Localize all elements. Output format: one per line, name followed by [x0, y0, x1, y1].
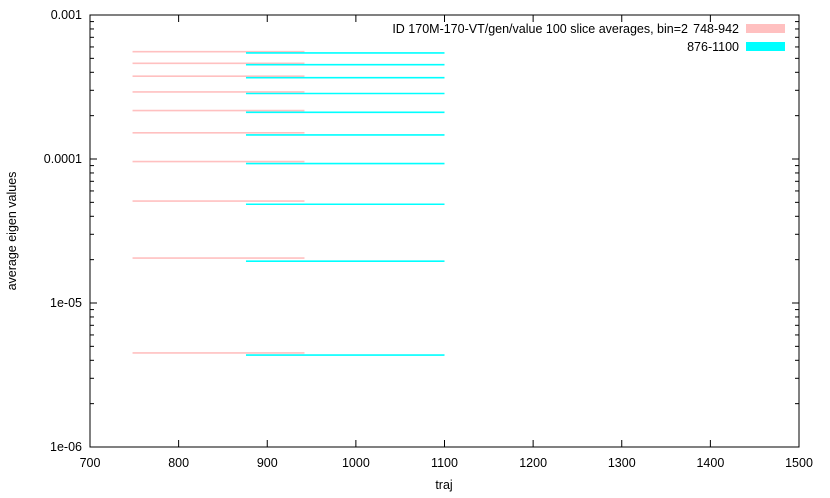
overlapping-legend-title: ID 170M-170-VT/gen/value 100 slice avera… — [392, 22, 688, 36]
x-tick-label: 1000 — [342, 456, 370, 470]
x-tick-label: 700 — [80, 456, 101, 470]
x-tick-label: 1400 — [696, 456, 724, 470]
legend-label: 876-1100 — [687, 40, 739, 54]
x-tick-label: 1100 — [431, 456, 458, 470]
x-axis-title: traj — [435, 478, 452, 492]
series-748-942 — [132, 50, 305, 354]
legend-label: 748-942 — [693, 22, 739, 36]
legend-swatch — [746, 42, 785, 51]
series-876-1100 — [245, 52, 445, 356]
legend-swatch — [746, 24, 785, 33]
x-tick-label: 1300 — [608, 456, 636, 470]
plot-frame — [89, 14, 800, 448]
y-tick-label: 0.0001 — [44, 152, 82, 166]
y-tick-label: 1e-06 — [50, 440, 82, 454]
plot-lines — [132, 50, 445, 356]
y-tick-label: 0.001 — [51, 8, 82, 22]
x-tick-label: 900 — [257, 456, 278, 470]
x-tick-label: 1500 — [785, 456, 813, 470]
legend: 748-942 876-1100 ID 170M-170-VT/gen/value … — [392, 22, 785, 54]
y-tick-label: 1e-05 — [50, 296, 82, 310]
axes: 700 800 900 1000 1100 1200 1300 1400 1500 1e-06 1e… — [44, 8, 813, 470]
y-axis-title: average eigen values — [5, 172, 19, 291]
x-tick-label: 1200 — [519, 456, 547, 470]
x-tick-label: 800 — [168, 456, 189, 470]
